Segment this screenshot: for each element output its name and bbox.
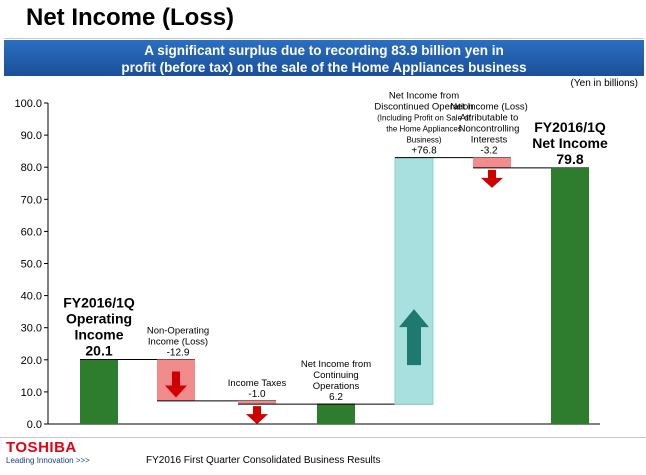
bar-2 [238,400,276,405]
page-title: Net Income (Loss) [26,4,235,31]
bar-label-3-2: Operations [313,381,360,392]
bar-label-4-5: +76.8 [411,146,437,157]
bar-label-4-1: Discontinued Operation [374,102,473,113]
unit-note: (Yen in billions) [570,78,638,89]
up-arrow-4 [399,309,429,366]
bar-label-5-2: Noncontrolling [459,124,520,135]
down-arrow-2 [246,406,268,425]
bar-4 [394,157,434,405]
bar-label-5-0: Net Income (Loss) [450,102,528,113]
y-tick-label: 70.0 [21,194,42,206]
bar-label-0-3: 20.1 [85,342,112,358]
bar-label-4-4: Business) [406,136,441,145]
y-tick-label: 20.0 [21,355,42,367]
bar-label-0-0: FY2016/1Q [63,294,135,310]
logo-name: TOSHIBA [6,439,77,456]
y-tick-label: 50.0 [21,259,42,271]
y-tick-label: 60.0 [21,226,42,238]
bar-label-6-0: FY2016/1Q [534,119,606,135]
footer-text: FY2016 First Quarter Consolidated Busine… [146,455,381,466]
y-tick-label: 100.0 [14,98,42,110]
bar-5 [473,157,511,168]
bar-label-5-1: Attributable to [460,113,519,124]
bar-6 [551,167,589,425]
y-tick-label: 80.0 [21,162,42,174]
headline-banner: A significant surplus due to recording 8… [4,40,644,76]
bar-0 [80,359,118,424]
banner-line-2: profit (before tax) on the sale of the H… [121,60,527,75]
bar-label-3-0: Net Income from [301,359,371,370]
bar-label-0-1: Operating [66,310,132,326]
y-tick-label: 40.0 [21,291,42,303]
bar-label-3-1: Continuing [313,370,358,381]
y-tick-label: 10.0 [21,387,42,399]
toshiba-logo: TOSHIBA Leading Innovation >>> [6,440,90,466]
bar-label-0-2: Income [74,326,123,342]
bar-label-2-1: -1.0 [248,389,266,400]
bar-label-2-0: Income Taxes [228,378,287,389]
bar-label-1-2: -12.9 [167,347,190,358]
bar-label-5-3: Interests [471,135,508,146]
bar-label-5-4: -3.2 [480,146,498,157]
bar-label-6-2: 79.8 [556,151,583,167]
y-tick-label: 0.0 [27,419,42,431]
bar-label-4-0: Net Income from [389,91,459,102]
footer-divider [0,437,646,438]
title-divider [4,38,644,39]
bar-label-4-2: (Including Profit on Sale of [377,114,472,123]
y-tick-label: 30.0 [21,323,42,335]
bar-label-1-0: Non-Operating [147,325,209,336]
logo-tagline: Leading Innovation >>> [6,456,90,465]
bar-label-6-1: Net Income [532,135,608,151]
bar-label-3-3: 6.2 [329,392,343,403]
bar-3 [317,404,355,424]
y-tick-label: 90.0 [21,130,42,142]
down-arrow-5 [481,169,503,188]
bar-label-4-3: the Home Appliances [386,125,462,134]
bar-label-1-1: Income (Loss) [148,336,208,347]
down-arrow-1 [165,371,187,398]
banner-line-1: A significant surplus due to recording 8… [144,43,504,58]
